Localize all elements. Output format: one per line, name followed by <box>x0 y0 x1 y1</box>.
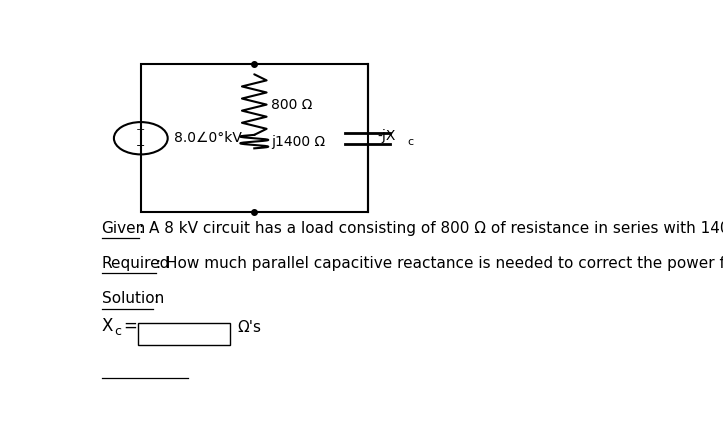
Text: c: c <box>407 137 413 146</box>
Text: +: + <box>136 125 145 135</box>
Text: 8.0∠0°kV: 8.0∠0°kV <box>174 131 242 145</box>
Text: : A 8 kV circuit has a load consisting of 800 Ω of resistance in series with 140: : A 8 kV circuit has a load consisting o… <box>139 221 723 236</box>
Bar <box>138 323 231 344</box>
Text: c: c <box>114 326 121 338</box>
Text: Required: Required <box>101 256 170 271</box>
Text: −: − <box>136 141 145 151</box>
Text: j1400 Ω: j1400 Ω <box>271 135 325 149</box>
Text: 800 Ω: 800 Ω <box>271 97 312 111</box>
Text: : How much parallel capacitive reactance is needed to correct the power factor t: : How much parallel capacitive reactance… <box>156 256 723 271</box>
Text: Solution: Solution <box>101 291 164 306</box>
Text: -jX: -jX <box>378 128 396 142</box>
Text: =: = <box>123 317 137 335</box>
Text: :: : <box>153 291 158 306</box>
Text: Given: Given <box>101 221 146 236</box>
Text: Ω's: Ω's <box>237 320 261 335</box>
Text: X: X <box>101 317 113 335</box>
